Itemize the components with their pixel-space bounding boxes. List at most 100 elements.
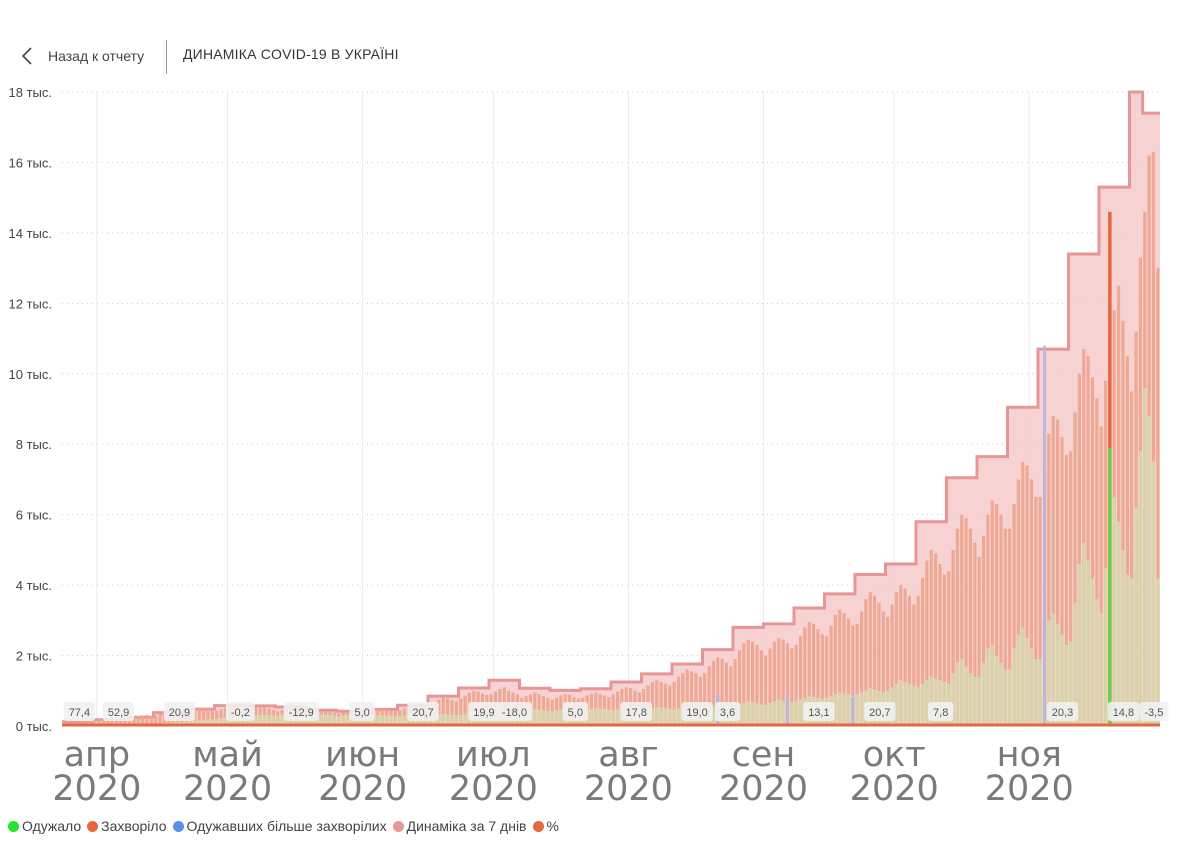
recovered-bar bbox=[197, 720, 201, 726]
recovered-bar bbox=[602, 709, 607, 726]
sick-bar bbox=[781, 639, 785, 726]
recovered-bar bbox=[1125, 574, 1129, 726]
recovered-bar bbox=[903, 682, 907, 726]
sick-bar bbox=[685, 669, 689, 726]
percent-data-label: 19,0 bbox=[681, 702, 713, 721]
recovered-bar bbox=[899, 680, 903, 726]
recovered-bar bbox=[450, 714, 454, 726]
legend-label: Одужало bbox=[22, 818, 82, 834]
recovered-bar bbox=[751, 702, 755, 726]
y-tick-label: 2 тыс. bbox=[16, 649, 52, 664]
recovered-bar bbox=[759, 704, 763, 726]
sick-bar bbox=[149, 716, 153, 726]
recovered-bar bbox=[376, 715, 380, 726]
recovered-bar bbox=[537, 709, 541, 726]
recovered-bar bbox=[973, 676, 977, 726]
sick-bar bbox=[101, 720, 105, 726]
recovered-bar bbox=[1117, 521, 1121, 726]
legend-item[interactable]: % bbox=[532, 818, 559, 834]
recovered-bar bbox=[1134, 507, 1138, 726]
recovered-bar bbox=[977, 676, 981, 726]
percent-label-text: 3,6 bbox=[720, 707, 735, 719]
recovered-bar bbox=[1016, 634, 1020, 726]
sick-bar bbox=[1104, 380, 1108, 726]
legend-item[interactable]: Одужало bbox=[8, 818, 81, 834]
sick-bar bbox=[681, 673, 685, 726]
percent-label-text: 19,0 bbox=[686, 707, 707, 719]
sick-bar bbox=[947, 571, 951, 726]
x-month-label: июл bbox=[456, 735, 531, 775]
sick-bar bbox=[690, 671, 694, 726]
sick-bar bbox=[868, 592, 872, 726]
recovered-bar bbox=[210, 719, 214, 726]
sick-bar bbox=[1082, 349, 1086, 726]
recovered-bar bbox=[833, 694, 837, 726]
legend-item[interactable]: Захворіло bbox=[87, 818, 167, 834]
recovered-bar bbox=[589, 708, 593, 726]
recovered-bar bbox=[764, 704, 768, 726]
sick-bar bbox=[672, 682, 676, 726]
x-year-label: 2020 bbox=[850, 769, 939, 809]
sick-bar bbox=[1086, 356, 1090, 726]
sick-bar bbox=[929, 549, 933, 726]
recovered-bar bbox=[1130, 578, 1134, 726]
sick-bar bbox=[772, 641, 776, 726]
sick-bar bbox=[838, 609, 842, 726]
sick-bar bbox=[655, 680, 659, 726]
recovered-bar bbox=[768, 703, 772, 726]
sick-bar bbox=[759, 650, 763, 726]
back-to-report-link[interactable]: Назад к отчету bbox=[18, 44, 144, 68]
percent-data-label: 14,8 bbox=[1107, 702, 1140, 721]
sick-bar bbox=[1095, 398, 1099, 726]
percent-label-bg bbox=[1046, 702, 1079, 721]
sick-bar bbox=[1090, 377, 1095, 726]
recovered-bar bbox=[328, 715, 332, 726]
legend-item[interactable]: Одужавших більше захворілих bbox=[172, 818, 387, 834]
recovered-bar bbox=[929, 676, 933, 726]
sick-bar bbox=[1025, 465, 1029, 726]
recovered-more-bar bbox=[1043, 345, 1047, 726]
legend-item[interactable]: Динаміка за 7 днів bbox=[392, 818, 527, 834]
recovered-bar bbox=[1056, 623, 1060, 726]
recovered-bar bbox=[995, 655, 999, 726]
sick-bar bbox=[894, 592, 898, 726]
recovered-bar bbox=[446, 714, 450, 726]
percent-label-text: 7,8 bbox=[933, 707, 948, 719]
recovered-bar bbox=[663, 708, 668, 726]
recovered-bar bbox=[1038, 659, 1042, 726]
chevron-left-icon bbox=[21, 47, 32, 65]
percent-label-bg bbox=[1139, 702, 1169, 721]
recovered-bar bbox=[1143, 387, 1147, 726]
sick-bar bbox=[825, 636, 829, 726]
sick-bar bbox=[934, 553, 938, 726]
sick-bar bbox=[145, 715, 149, 726]
sick-bar bbox=[833, 615, 837, 726]
recovered-bar bbox=[1077, 564, 1081, 726]
sick-bar bbox=[846, 618, 851, 726]
recovered-bar bbox=[1008, 669, 1012, 726]
recovered-bar bbox=[655, 707, 659, 726]
recovered-bar bbox=[245, 716, 249, 726]
sick-bar bbox=[916, 595, 920, 726]
sick-bar bbox=[128, 718, 132, 726]
sick-bar bbox=[1121, 320, 1125, 726]
sick-bar bbox=[668, 685, 672, 726]
percent-data-label: 5,0 bbox=[562, 702, 588, 721]
sick-bar bbox=[677, 676, 681, 726]
recovered-bar bbox=[838, 692, 842, 726]
recovered-bar bbox=[986, 648, 990, 726]
sick-bar bbox=[1021, 461, 1025, 726]
sick-bar bbox=[921, 578, 925, 726]
sick-bar bbox=[219, 709, 223, 726]
sick-bar bbox=[114, 719, 119, 726]
recovered-bar bbox=[846, 694, 851, 726]
sick-bar bbox=[1151, 151, 1156, 726]
sick-bar bbox=[659, 682, 663, 726]
sick-bar bbox=[1038, 497, 1042, 726]
recovered-bar bbox=[912, 685, 916, 726]
recovered-bar bbox=[559, 709, 563, 726]
y-tick-label: 18 тыс. bbox=[9, 85, 52, 100]
percent-label-text: 77,4 bbox=[69, 707, 90, 719]
legend-dot-icon bbox=[8, 820, 19, 832]
recovered-bar bbox=[677, 708, 681, 726]
